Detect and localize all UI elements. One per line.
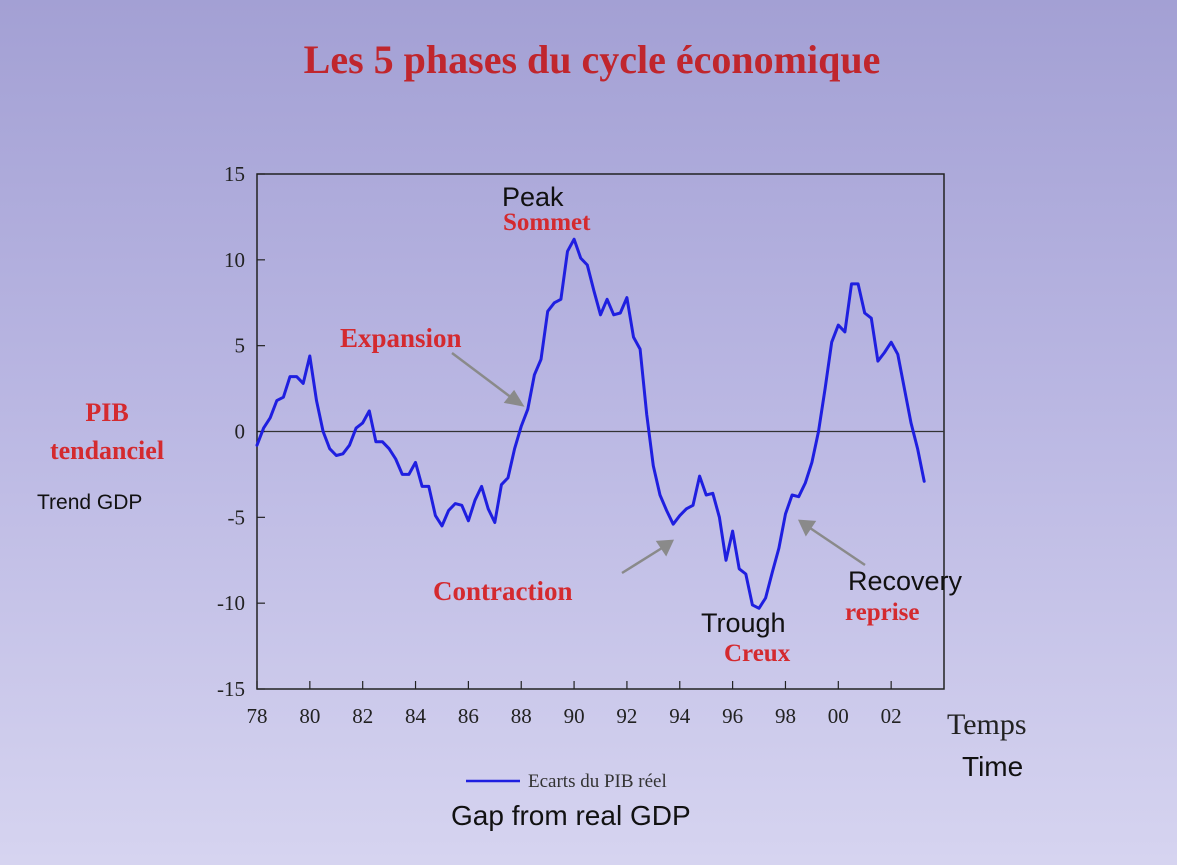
- trough-label: Trough: [701, 608, 786, 638]
- expansion-arrow: [451, 352, 513, 399]
- x-tick-label: 92: [616, 704, 637, 728]
- y-tick-label: -15: [217, 677, 245, 701]
- x-tick-label: 84: [405, 704, 427, 728]
- expansion-arrowhead: [503, 389, 525, 407]
- x-tick-label: 86: [458, 704, 479, 728]
- reprise-label: reprise: [845, 599, 920, 626]
- y-axis-label-fr-line2: tendanciel: [50, 436, 164, 465]
- contraction-arrowhead: [655, 539, 675, 557]
- series-line-gdp-gap: [255, 237, 926, 610]
- creux-label: Creux: [724, 640, 791, 667]
- legend-label-en: Gap from real GDP: [451, 800, 691, 831]
- annotation-arrows: [451, 352, 866, 575]
- x-tick-label: 80: [299, 704, 320, 728]
- series-group: [255, 237, 926, 610]
- expansion-label: Expansion: [340, 323, 462, 353]
- recovery-arrowhead: [797, 519, 817, 537]
- sommet-label: Sommet: [503, 209, 591, 236]
- recovery-arrow: [809, 526, 866, 567]
- y-tick-label: -5: [228, 505, 246, 529]
- y-axis-label-fr-line1: PIB: [85, 398, 128, 427]
- x-tick-label: 02: [881, 704, 902, 728]
- x-tick-label: 00: [828, 704, 849, 728]
- contraction-arrow: [621, 546, 663, 575]
- x-tick-label: 88: [511, 704, 532, 728]
- y-axis-ticks: 15 10 5 0 -5 -10 -15: [217, 162, 265, 701]
- x-tick-label: 98: [775, 704, 796, 728]
- chart-title: Les 5 phases du cycle économique: [304, 37, 881, 82]
- peak-label: Peak: [502, 182, 564, 212]
- x-tick-label: 94: [669, 704, 691, 728]
- y-tick-label: 5: [235, 334, 246, 358]
- x-axis-label-en: Time: [962, 751, 1023, 782]
- y-axis-label-en: Trend GDP: [37, 491, 142, 514]
- y-tick-label: 15: [224, 162, 245, 186]
- recovery-label: Recovery: [848, 566, 963, 596]
- x-tick-label: 96: [722, 704, 743, 728]
- x-axis-label-fr: Temps: [947, 708, 1027, 741]
- x-tick-label: 90: [564, 704, 585, 728]
- y-tick-label: 10: [224, 248, 245, 272]
- legend-label: Ecarts du PIB réel: [528, 771, 667, 792]
- y-tick-label: -10: [217, 591, 245, 615]
- contraction-label: Contraction: [433, 576, 572, 606]
- x-tick-label: 78: [247, 704, 268, 728]
- x-tick-label: 82: [352, 704, 373, 728]
- x-axis-ticks: 78 80 82 84 86 88 90 92 94 96 98 00 02: [247, 681, 902, 728]
- y-tick-label: 0: [235, 420, 246, 444]
